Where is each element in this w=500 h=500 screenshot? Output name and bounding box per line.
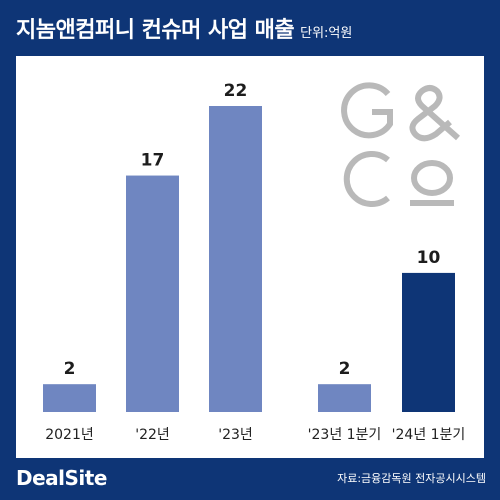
category-label-0-0: 2021년	[45, 427, 94, 443]
category-label-0-1: '22년	[135, 427, 170, 443]
chart-title: 지놈앤컴퍼니 컨슈머 사업 매출	[16, 18, 295, 43]
bar-1-0	[318, 384, 371, 412]
bar-1-1	[402, 272, 455, 412]
source-note: 자료:금융감독원 전자공시시스템	[337, 472, 486, 485]
unit-label: 단위:억원	[300, 26, 353, 41]
category-label-1-0: '23년 1분기	[308, 427, 382, 443]
bar-chart: 2 2021년 17 '22년 22 '23년 2 '23년 1분기 10 '24년 1분기	[43, 81, 466, 443]
gco-logo	[341, 82, 460, 207]
brand-logo: DealSite	[16, 466, 107, 490]
title-row: 지놈앤컴퍼니 컨슈머 사업 매출 단위:억원	[16, 12, 352, 52]
category-label-1-1: '24년 1분기	[392, 427, 466, 443]
chart-panel: 2 2021년 17 '22년 22 '23년 2 '23년 1분기 10 '24년 1분기	[16, 56, 484, 458]
bar-0-1	[126, 175, 179, 412]
value-label-0-1: 17	[141, 151, 165, 171]
value-label-0-2: 22	[224, 81, 248, 101]
category-label-0-2: '23년	[218, 427, 253, 443]
bar-0-2	[209, 106, 262, 412]
value-label-0-0: 2	[64, 359, 76, 379]
value-label-1-1: 10	[417, 248, 441, 268]
value-label-1-0: 2	[339, 359, 351, 379]
bar-0-0	[43, 384, 96, 412]
